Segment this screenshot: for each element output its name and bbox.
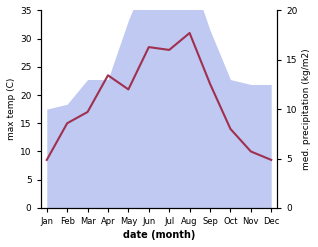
Y-axis label: med. precipitation (kg/m2): med. precipitation (kg/m2) (302, 48, 311, 170)
X-axis label: date (month): date (month) (123, 230, 195, 240)
Y-axis label: max temp (C): max temp (C) (7, 78, 16, 140)
